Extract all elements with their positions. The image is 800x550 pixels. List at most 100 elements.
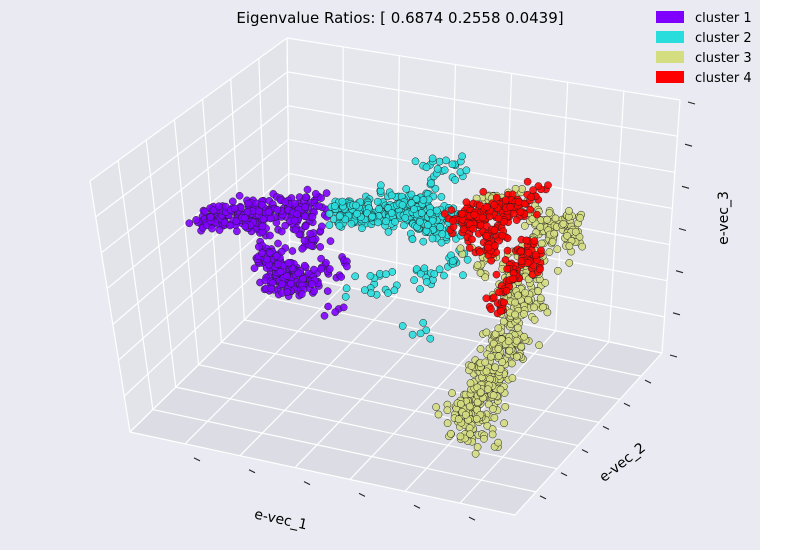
point-cluster-2 — [384, 228, 393, 236]
legend-entry-cluster-3: cluster 3 — [656, 51, 752, 66]
point-cluster-3 — [465, 402, 474, 411]
y-tick — [644, 379, 652, 384]
point-cluster-2 — [427, 179, 435, 188]
point-cluster-1 — [307, 241, 316, 250]
point-cluster-3 — [539, 303, 547, 312]
gridline — [129, 431, 516, 516]
legend-label-cluster-4: cluster 4 — [695, 71, 752, 86]
point-cluster-3 — [472, 414, 481, 423]
point-cluster-2 — [373, 197, 382, 206]
point-cluster-4 — [501, 256, 510, 264]
point-cluster-3 — [520, 310, 528, 318]
gridline — [230, 78, 245, 320]
point-cluster-1 — [273, 205, 282, 214]
point-cluster-3 — [488, 430, 497, 439]
point-cluster-2 — [408, 235, 417, 244]
point-cluster-3 — [543, 308, 552, 317]
point-cluster-1 — [290, 216, 299, 225]
point-cluster-1 — [294, 269, 303, 278]
point-cluster-2 — [400, 221, 408, 230]
point-cluster-4 — [482, 231, 491, 240]
point-cluster-3 — [454, 415, 463, 424]
point-cluster-4 — [502, 286, 511, 295]
point-cluster-3 — [491, 363, 500, 372]
point-cluster-2 — [387, 191, 396, 200]
gridline — [608, 91, 625, 342]
point-cluster-1 — [337, 273, 346, 281]
point-cluster-3 — [536, 223, 545, 231]
gridline — [514, 352, 663, 516]
point-cluster-1 — [185, 219, 194, 228]
y-tick — [581, 449, 589, 454]
point-cluster-3 — [476, 388, 485, 397]
point-cluster-3 — [494, 345, 503, 353]
point-cluster-2 — [325, 209, 334, 218]
point-cluster-1 — [317, 265, 325, 273]
scatter-points — [185, 152, 587, 458]
point-cluster-3 — [534, 287, 542, 295]
y-tick — [623, 402, 631, 407]
point-cluster-2 — [448, 257, 457, 266]
point-cluster-4 — [537, 246, 545, 255]
point-cluster-4 — [523, 177, 532, 186]
gridline — [661, 99, 681, 354]
gridline — [89, 37, 288, 182]
point-cluster-3 — [466, 430, 474, 438]
legend-swatch-cluster-3 — [656, 51, 684, 63]
point-cluster-4 — [499, 298, 508, 307]
point-cluster-1 — [258, 249, 266, 257]
point-cluster-1 — [274, 239, 282, 248]
point-cluster-1 — [272, 252, 281, 260]
point-cluster-2 — [422, 163, 431, 172]
point-cluster-1 — [300, 261, 309, 270]
point-cluster-2 — [417, 209, 426, 217]
y-axis-label: e-vec_2 — [596, 440, 648, 486]
point-cluster-2 — [440, 271, 448, 280]
gridline — [101, 105, 289, 254]
point-cluster-2 — [416, 285, 424, 293]
point-cluster-4 — [523, 258, 532, 267]
point-cluster-2 — [459, 271, 467, 280]
point-cluster-3 — [505, 346, 514, 355]
point-cluster-2 — [325, 221, 334, 229]
z-axis-label: e-vec_3 — [716, 191, 732, 245]
point-cluster-4 — [508, 275, 517, 283]
point-cluster-3 — [473, 261, 482, 270]
point-cluster-2 — [426, 334, 435, 343]
gridline — [106, 139, 289, 290]
point-cluster-2 — [335, 212, 344, 221]
point-cluster-1 — [226, 221, 234, 230]
point-cluster-2 — [335, 221, 344, 230]
point-cluster-3 — [508, 359, 516, 368]
point-cluster-4 — [487, 305, 495, 314]
point-cluster-2 — [436, 223, 444, 231]
point-cluster-4 — [498, 231, 507, 240]
point-cluster-2 — [433, 165, 442, 173]
gridline — [89, 180, 131, 433]
point-cluster-4 — [462, 198, 471, 207]
point-cluster-1 — [201, 207, 209, 216]
gridline — [395, 55, 400, 298]
point-cluster-3 — [489, 391, 498, 400]
point-cluster-1 — [316, 243, 325, 251]
gridline — [289, 240, 665, 318]
point-cluster-3 — [536, 294, 545, 303]
point-cluster-4 — [506, 203, 515, 211]
point-cluster-2 — [407, 190, 416, 199]
point-cluster-1 — [317, 222, 326, 231]
point-cluster-1 — [310, 265, 318, 274]
point-cluster-1 — [240, 214, 249, 222]
point-cluster-2 — [384, 289, 392, 297]
gridline — [129, 274, 291, 433]
point-cluster-3 — [511, 310, 519, 319]
point-cluster-2 — [347, 219, 356, 228]
point-cluster-4 — [522, 236, 531, 245]
gridline — [123, 240, 290, 397]
point-cluster-2 — [360, 286, 369, 294]
point-cluster-1 — [235, 191, 244, 200]
gridline — [145, 140, 177, 388]
point-cluster-2 — [432, 206, 441, 215]
point-cluster-4 — [465, 244, 474, 252]
point-cluster-1 — [277, 227, 286, 236]
point-cluster-2 — [440, 166, 449, 174]
